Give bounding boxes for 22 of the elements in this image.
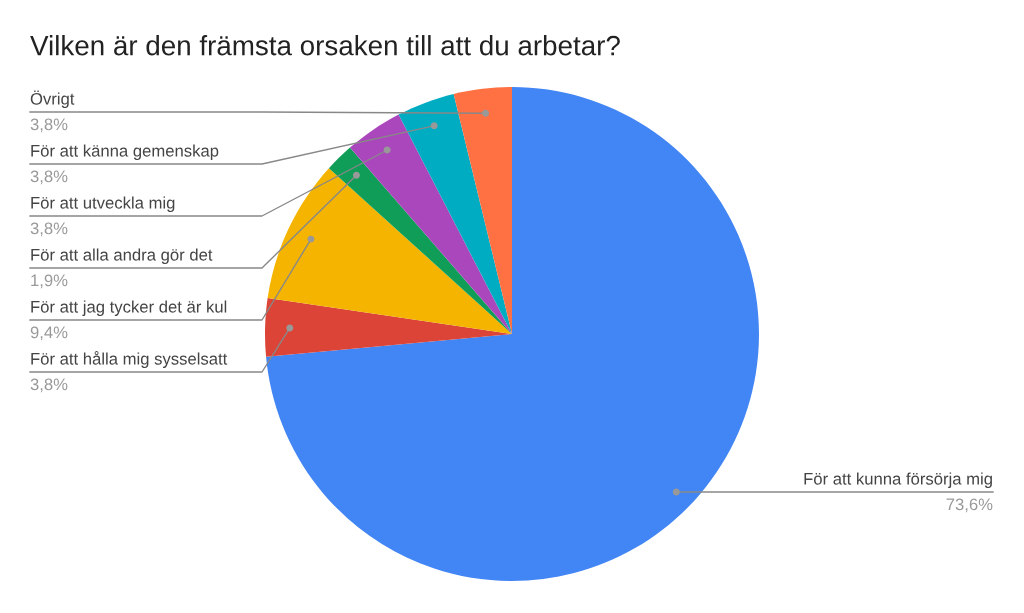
pie-slice — [267, 168, 512, 334]
pie-slice — [265, 298, 512, 357]
slice-label: För att kunna försörja mig — [804, 472, 992, 488]
data-label: 3,8% — [30, 378, 68, 393]
slice-label: För att känna gemenskap — [31, 144, 219, 160]
slice-label: För att alla andra gör det — [31, 248, 213, 264]
slice-label: För att utveckla mig — [31, 196, 175, 212]
chart-title: Vilken är den främsta orsaken till att du arbetar? — [30, 35, 620, 56]
slice-label: För att jag tycker det är kul — [31, 300, 227, 316]
data-label: 3,8% — [30, 170, 68, 185]
data-label: 9,4% — [30, 326, 68, 341]
data-label: 73,6% — [946, 498, 993, 513]
data-label: 3,8% — [30, 222, 68, 237]
pie-slice — [266, 87, 759, 581]
slice-label: Övrigt — [30, 90, 75, 108]
pie-slice — [328, 147, 512, 334]
pie-slice — [453, 87, 512, 334]
pie-slice — [398, 93, 512, 334]
data-label: 1,9% — [31, 274, 68, 289]
pie-slice — [349, 114, 512, 334]
slice-label: För att hålla mig sysselsatt — [31, 351, 228, 368]
data-label: 3,8% — [30, 118, 68, 133]
